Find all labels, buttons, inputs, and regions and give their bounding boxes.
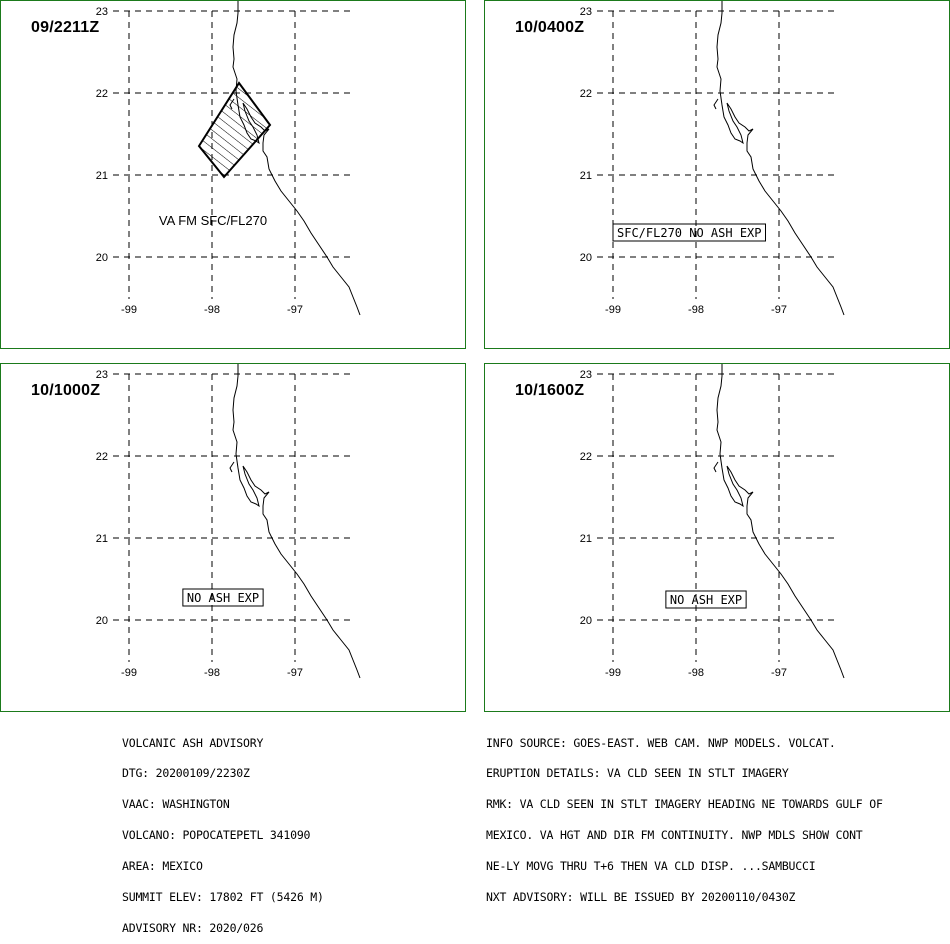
advisory-line: VAAC: WASHINGTON xyxy=(122,797,230,812)
longitude-label: -97 xyxy=(287,667,303,679)
advisory-line: ADVISORY NR: 2020/026 xyxy=(122,920,264,935)
map-svg-2: 23 22 21 20 -99 -98 -97 SFC/FL270 NO ASH EXP xyxy=(580,1,845,316)
longitude-label: -97 xyxy=(771,304,787,316)
coastline xyxy=(232,1,361,316)
advisory-line: RMK: VA CLD SEEN IN STLT IMAGERY HEADING… xyxy=(486,797,883,812)
advisory-line: AREA: MEXICO xyxy=(122,859,203,874)
ash-status-label: SFC/FL270 NO ASH EXP xyxy=(612,223,766,242)
ash-status-box xyxy=(612,223,766,242)
coastline-detail xyxy=(713,98,719,110)
ash-status-box xyxy=(182,588,264,607)
advisory-line: INFO SOURCE: GOES-EAST. WEB CAM. NWP MOD… xyxy=(486,735,836,750)
coastline xyxy=(716,364,845,679)
longitude-label: -97 xyxy=(771,667,787,679)
latitude-label: 22 xyxy=(96,451,108,463)
panel-time-4: 10/1600Z xyxy=(515,382,585,399)
advisory-line: ERUPTION DETAILS: VA CLD SEEN IN STLT IM… xyxy=(486,766,789,781)
ash-status-text: NO ASH EXP xyxy=(670,593,742,607)
advisory-line: DTG: 20200109/2230Z xyxy=(122,766,250,781)
map-svg-4: 23 22 21 20 -99 -98 -97 NO ASH EXP xyxy=(580,364,845,679)
latitude-label: 20 xyxy=(96,252,108,264)
longitude-label: -99 xyxy=(121,304,137,316)
ash-layer-label: VA FM SFC/FL270 xyxy=(159,213,267,228)
ash-area-outline xyxy=(197,81,272,179)
latitude-label: 22 xyxy=(580,451,592,463)
latitude-label: 23 xyxy=(96,369,108,381)
latitude-label: 20 xyxy=(580,615,592,627)
advisory-line: NXT ADVISORY: WILL BE ISSUED BY 20200110… xyxy=(486,890,796,905)
advisory-line: SUMMIT ELEV: 17802 FT (5426 M) xyxy=(122,890,324,905)
advisory-details-right: INFO SOURCE: GOES-EAST. WEB CAM. NWP MOD… xyxy=(486,717,883,913)
latitude-label: 23 xyxy=(580,6,592,18)
advisory-line: NE-LY MOVG THRU T+6 THEN VA CLD DISP. ..… xyxy=(486,859,816,874)
longitude-label: -98 xyxy=(204,304,220,316)
panel-time-2: 10/0400Z xyxy=(515,19,585,36)
longitude-label: -99 xyxy=(121,667,137,679)
latitude-label: 21 xyxy=(580,533,592,545)
ash-status-label: NO ASH EXP xyxy=(665,590,747,609)
coastline-detail xyxy=(713,461,719,473)
latitude-label: 20 xyxy=(580,252,592,264)
advisory-line: MEXICO. VA HGT AND DIR FM CONTINUITY. NW… xyxy=(486,828,863,843)
ash-status-text: SFC/FL270 NO ASH EXP xyxy=(617,226,762,240)
latitude-label: 22 xyxy=(96,88,108,100)
latitude-label: 21 xyxy=(580,170,592,182)
forecast-panel-3: 23 22 21 20 -99 -98 -97 NO ASH EXP 10/1000Z xyxy=(0,363,466,712)
longitude-label: -98 xyxy=(204,667,220,679)
panel-time-1: 09/2211Z xyxy=(31,19,100,36)
ash-status-box xyxy=(665,590,747,609)
coastline-detail xyxy=(229,461,235,473)
longitude-label: -98 xyxy=(688,667,704,679)
longitude-label: -99 xyxy=(605,667,621,679)
longitude-label: -98 xyxy=(688,304,704,316)
ash-status-label: NO ASH EXP xyxy=(182,588,264,607)
advisory-line: VOLCANIC ASH ADVISORY xyxy=(122,735,264,750)
advisory-line: VOLCANO: POPOCATEPETL 341090 xyxy=(122,828,311,843)
longitude-label: -99 xyxy=(605,304,621,316)
forecast-panel-2: 23 22 21 20 -99 -98 -97 SFC/FL270 NO ASH EXP 10… xyxy=(484,0,950,349)
map-svg-3: 23 22 21 20 -99 -98 -97 NO ASH EXP xyxy=(96,364,361,679)
panel-time-3: 10/1000Z xyxy=(31,382,101,399)
latitude-label: 23 xyxy=(96,6,108,18)
ash-status-text: NO ASH EXP xyxy=(187,591,259,605)
latitude-label: 21 xyxy=(96,533,108,545)
ash-area-hatch xyxy=(199,83,270,177)
latitude-label: 20 xyxy=(96,615,108,627)
coastline xyxy=(716,1,845,316)
forecast-panel-1: 23 22 21 20 -99 -98 -97 VA FM SFC/FL270 09/2211… xyxy=(0,0,466,349)
forecast-panel-4: 23 22 21 20 -99 -98 -97 NO ASH EXP 10/1600Z xyxy=(484,363,950,712)
map-svg-1: 23 22 21 20 -99 -98 -97 VA FM SFC/FL270 xyxy=(96,1,361,316)
latitude-label: 21 xyxy=(96,170,108,182)
latitude-label: 22 xyxy=(580,88,592,100)
advisory-header-left: VOLCANIC ASH ADVISORY DTG: 20200109/2230… xyxy=(122,717,324,944)
latitude-label: 23 xyxy=(580,369,592,381)
longitude-label: -97 xyxy=(287,304,303,316)
coastline xyxy=(232,364,361,679)
